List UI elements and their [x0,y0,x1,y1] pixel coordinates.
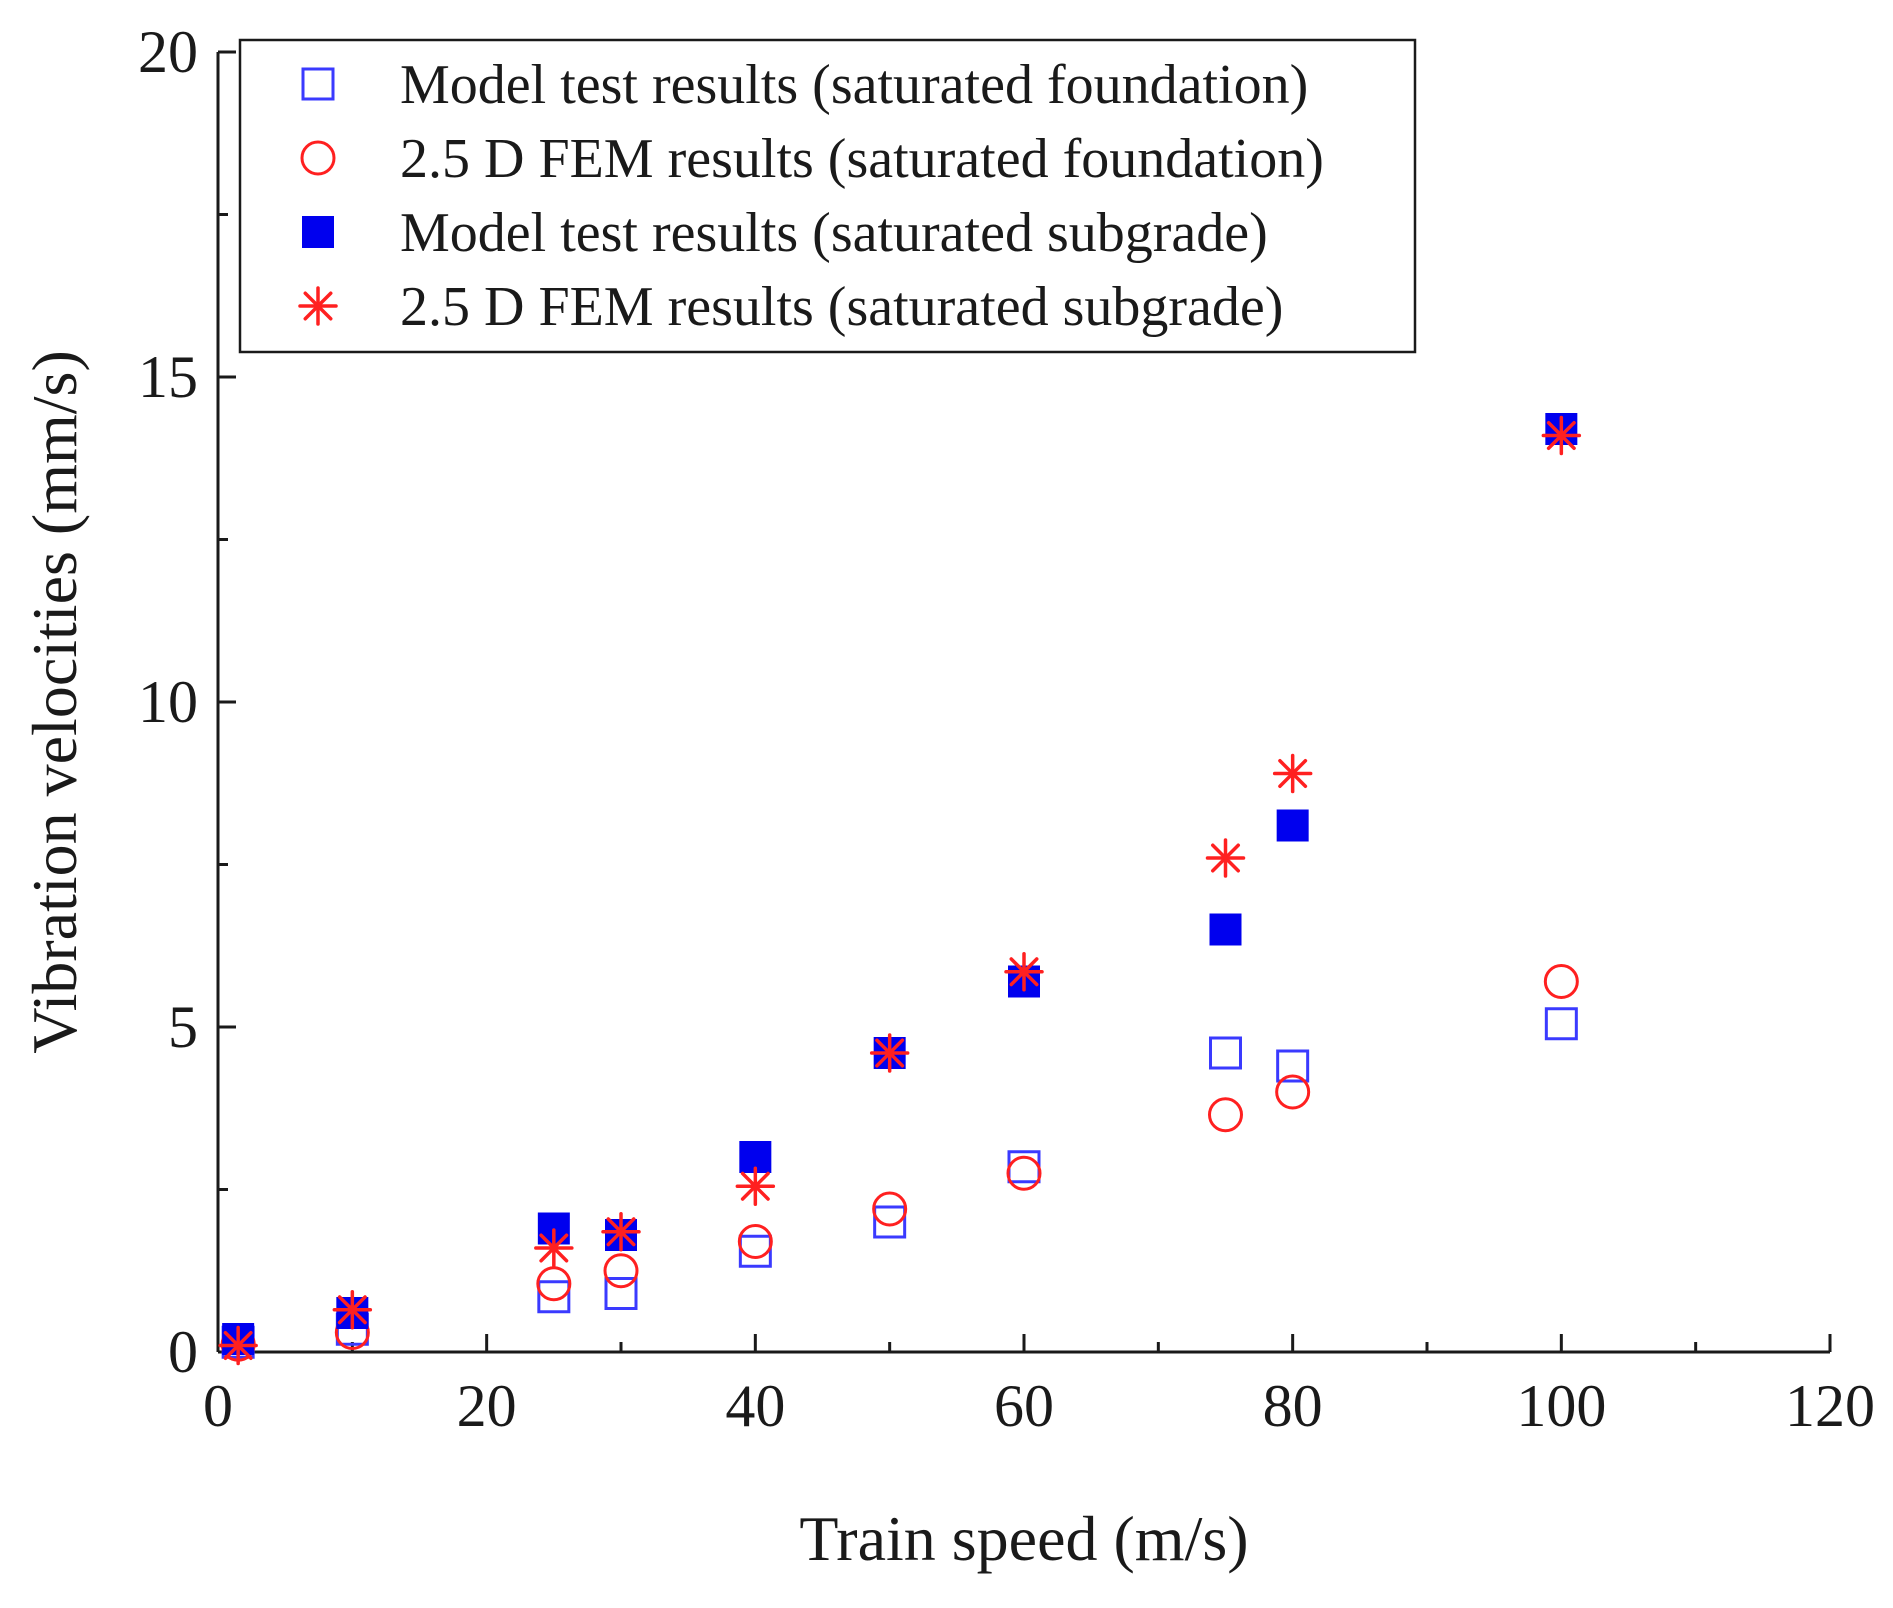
x-tick-label: 20 [457,1373,517,1439]
data-point [1543,964,1579,999]
y-tick-label: 15 [138,344,198,410]
data-point [1544,1007,1578,1041]
data-point [872,1191,908,1227]
data-point [536,1266,572,1302]
x-tick-label: 100 [1516,1373,1606,1439]
axes: 0 20 40 60 80 100 120 0 5 10 15 20 [138,19,1875,1439]
data-point [332,1290,373,1330]
legend-label: Model test results (saturated foundation… [400,54,1308,116]
data-point [1006,1155,1042,1191]
series-4 [218,415,1582,1366]
data-point [1004,952,1044,992]
x-tick-label: 60 [994,1373,1054,1439]
data-point [534,1228,574,1268]
data-point [735,1166,776,1206]
legend-label: 2.5 D FEM results (saturated subgrade) [400,276,1283,338]
x-tick-label: 40 [725,1373,785,1439]
data-marks [218,413,1582,1366]
data-point [604,1277,638,1310]
data-point [1272,753,1313,794]
data-point [218,1325,258,1366]
data-point [1276,809,1309,842]
data-point [603,1253,639,1289]
x-axis-title: Train speed (m/s) [799,1503,1248,1574]
data-point [1209,1036,1242,1070]
legend: Model test results (saturated foundation… [238,38,1417,354]
series-2 [220,964,1579,1362]
legend-marker [302,216,334,248]
data-point [737,1224,773,1259]
series-3 [222,413,1578,1355]
data-point [1275,1074,1311,1110]
x-tick-label: 120 [1785,1373,1875,1439]
data-point [1208,1097,1243,1133]
legend-marker [298,286,338,326]
data-point [873,1205,907,1239]
x-tick-label: 0 [203,1373,233,1439]
data-point [601,1212,641,1252]
data-point [537,1280,571,1314]
data-point [1276,1049,1310,1083]
legend-label: Model test results (saturated subgrade) [400,202,1268,264]
x-tick-label: 80 [1263,1373,1323,1439]
data-point [1209,913,1242,946]
legend-marker [301,67,335,101]
data-point [739,1141,772,1173]
data-point [738,1234,772,1268]
data-point [869,1033,910,1073]
y-tick-label: 5 [168,994,198,1060]
data-point [1205,838,1246,878]
legend-label: 2.5 D FEM results (saturated foundation) [400,128,1324,190]
y-axis-title: Vibration velocities (mm/s) [19,350,90,1054]
data-point [1541,415,1582,456]
y-tick-label: 0 [168,1319,198,1385]
legend-marker [300,140,336,176]
legend-box [238,38,1417,354]
y-tick-label: 20 [138,19,198,85]
y-tick-label: 10 [138,669,198,735]
